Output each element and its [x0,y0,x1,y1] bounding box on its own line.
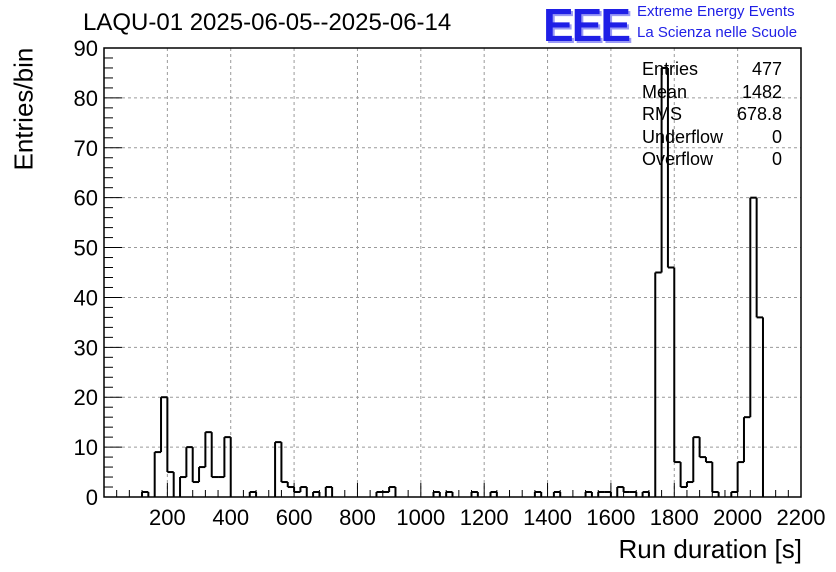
histogram-bin [742,416,751,463]
y-tick-label: 50 [74,236,98,261]
histogram-bin [388,486,396,493]
stat-label: Underflow [642,126,724,147]
stat-value: 477 [751,59,782,79]
y-tick-label: 0 [86,485,98,510]
axis-tick-labels: 200 400 600 800 1000 1200 1400 1600 1800 2000 2200… [74,36,826,530]
y-tick-label: 70 [74,136,98,161]
histogram-bin [324,486,333,497]
histogram-bin [749,196,757,418]
grid-lines [104,48,801,497]
x-tick-label: 800 [339,505,376,530]
histogram-bin [698,437,706,459]
histogram-bin [204,431,212,468]
stat-label: Mean [642,81,688,102]
stat-row-rms: RMS 678.8 [642,103,782,126]
stat-value: 1482 [741,81,782,102]
histogram-bin [160,396,168,453]
stats-box: Entries 477 Mean 1482 RMS 678.8 Underflo… [642,58,782,171]
histogram-bin [755,197,763,319]
histogram-bin [198,466,206,483]
histogram-bin [375,491,383,497]
histogram-bin [191,447,200,484]
histogram-bin [248,491,257,497]
x-tick-label: 2000 [713,505,762,530]
stat-label: Entries [642,59,699,79]
histogram-bin [622,487,630,494]
histogram-bin [685,481,694,488]
histogram-bin [166,397,174,474]
y-tick-label: 80 [74,86,98,111]
plot-frame [103,47,802,498]
histogram-bin [280,442,288,484]
stat-value: 0 [771,149,782,170]
histogram-bin [660,66,668,273]
y-tick-label: 90 [74,36,98,61]
stat-label: Overflow [642,149,714,170]
histogram-bin [274,441,282,497]
eee-logo-mark: EEE [543,0,631,51]
histogram-bin [185,446,193,478]
histogram-bin [679,462,687,489]
y-tick-label: 40 [74,285,98,310]
histogram-bin [223,436,231,478]
x-tick-label: 1400 [523,505,572,530]
x-tick-label: 1200 [460,505,509,530]
histogram-bin [489,491,497,497]
histogram-bin [299,486,307,493]
y-tick-label: 60 [74,186,98,211]
histogram-bin [711,462,719,494]
logo-tagline-2: La Scienza nelle Scuole [637,24,798,41]
x-tick-label: 2200 [777,505,826,530]
y-tick-label: 20 [74,385,98,410]
histogram-bin [666,67,675,269]
histogram-bin [673,267,681,464]
x-tick-label: 1600 [586,505,635,530]
stat-row-mean: Mean 1482 [642,81,782,104]
y-tick-label: 30 [74,335,98,360]
histogram-bin [312,491,320,497]
y-tick-label: 10 [74,435,98,460]
x-tick-label: 200 [149,505,186,530]
histogram-bin [286,482,295,489]
stat-value: 0 [771,126,782,147]
histogram-bin [692,436,700,483]
stat-label: RMS [642,104,682,125]
axis-ticks [103,47,802,498]
histogram-bin [730,491,738,497]
stat-row-underflow: Underflow 0 [642,126,782,149]
logo-tagline-1: Extreme Energy Events [637,3,795,20]
histogram-bin [210,432,219,479]
chart-title: LAQU-01 2025-06-05--2025-06-14 [83,9,452,36]
histogram-bin [616,486,624,497]
histogram-bin [153,451,162,497]
histogram-bin [641,491,649,497]
stat-row-entries: Entries 477 [642,58,782,81]
x-tick-label: 600 [276,505,313,530]
stat-value: 678.8 [736,104,782,125]
histogram-bin [654,271,662,497]
x-tick-label: 1000 [396,505,445,530]
x-tick-label: 1800 [650,505,699,530]
histogram-bin [704,457,713,464]
histogram-bin [552,491,561,497]
histogram-bin [179,476,187,497]
plot-border [103,47,802,498]
x-tick-label: 400 [212,505,249,530]
x-axis-label: Run duration [s] [618,534,802,564]
histogram-bin [736,461,744,493]
stat-row-overflow: Overflow 0 [642,148,782,171]
